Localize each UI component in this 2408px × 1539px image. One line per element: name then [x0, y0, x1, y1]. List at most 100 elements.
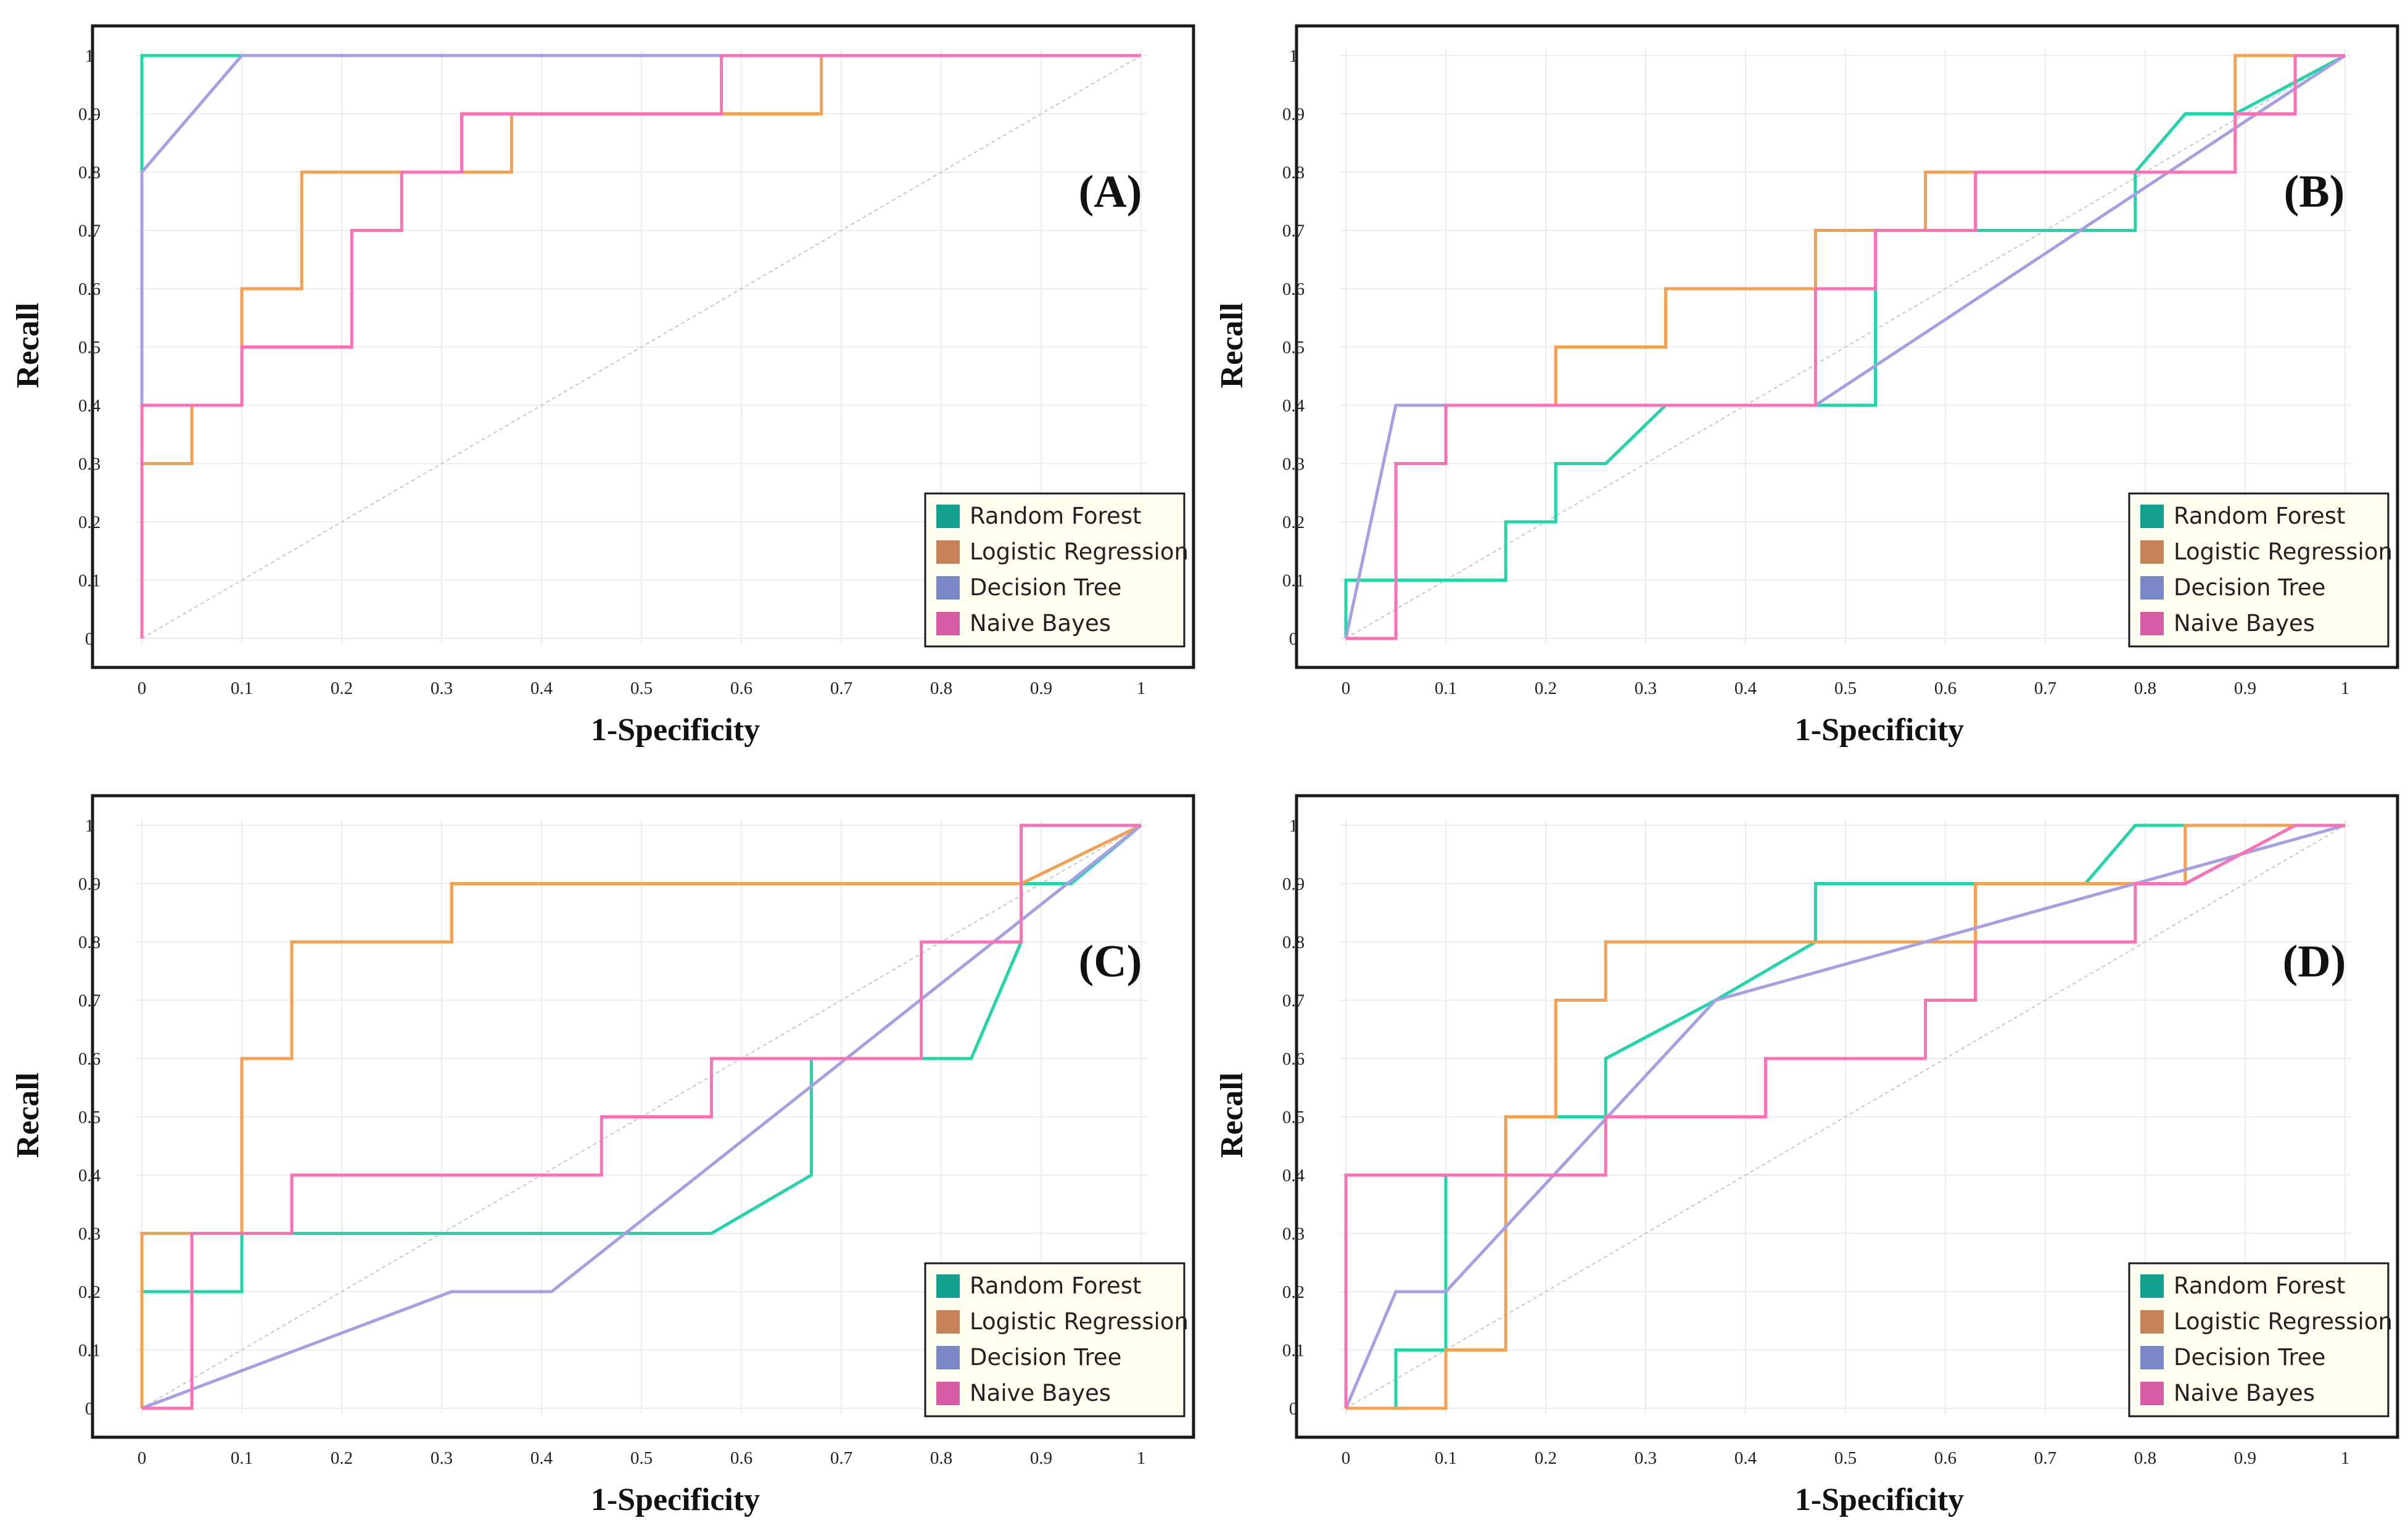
y-tick-label: 0.6: [78, 1049, 101, 1069]
x-tick-label: 0.4: [1734, 679, 1757, 698]
x-tick-label: 0.2: [331, 679, 353, 698]
y-tick-label: 0.1: [1282, 571, 1305, 591]
x-tick-label: 0.1: [1435, 1448, 1457, 1468]
x-tick-label: 0.6: [730, 1448, 752, 1468]
y-tick-label: 0.8: [78, 933, 101, 952]
x-tick-label: 0: [1342, 1448, 1351, 1468]
chance-diagonal-line: [1345, 55, 2346, 639]
legend-swatch-naive-bayes: [2140, 612, 2164, 635]
x-tick-label: 0: [138, 679, 147, 698]
legend-box: [2128, 1262, 2389, 1417]
legend-swatch-naive-bayes: [936, 612, 960, 635]
y-tick-label: 0.5: [1282, 1108, 1305, 1128]
y-tick-label: 0.9: [1282, 105, 1305, 125]
y-tick-label: 0.2: [1282, 1282, 1305, 1302]
panel-label: (A): [1079, 167, 1142, 217]
legend-label-logistic-regression: Logistic Regression: [970, 538, 1189, 565]
x-tick-label: 0.6: [1934, 1448, 1956, 1468]
x-tick-label: 0.6: [1934, 679, 1956, 698]
x-tick-label: 0.3: [1635, 679, 1657, 698]
roc-curve-naive-bayes: [140, 54, 1141, 638]
legend-label-naive-bayes: Naive Bayes: [2174, 610, 2315, 637]
y-tick-label: 0.9: [78, 875, 101, 894]
x-tick-label: 0.7: [2034, 1448, 2056, 1468]
roc-curve-random-forest: [1344, 54, 2346, 638]
y-tick-label: 0.7: [78, 221, 101, 241]
y-tick-label: 0.5: [1282, 338, 1305, 358]
x-tick-label: 0: [138, 1448, 147, 1468]
y-tick-label: 0.2: [78, 1282, 101, 1302]
legend-swatch-naive-bayes: [2140, 1382, 2164, 1405]
y-tick-label: 0: [1289, 1399, 1298, 1419]
y-axis-label: Recall: [1214, 303, 1250, 389]
legend-label-naive-bayes: Naive Bayes: [970, 1380, 1111, 1406]
x-tick-label: 1: [1137, 679, 1146, 698]
x-tick-label: 0.9: [2234, 1448, 2256, 1468]
roc-panel-a: 0 0.1 0.2 0.3 0.4 0.5 0.6 0.7 0.8 0.9 1 0 0.1 0.2 0.3 0…: [0, 0, 1204, 770]
y-tick-label: 0.5: [78, 1108, 101, 1128]
roc-curve-naive-bayes: [142, 823, 1141, 1410]
y-axis-label: Recall: [1214, 1073, 1250, 1158]
y-tick-label: 0.3: [1282, 1224, 1305, 1244]
x-tick-label: 1: [2341, 1448, 2350, 1468]
y-tick-label: 0.3: [1282, 455, 1305, 474]
x-tick-label: 0.5: [1834, 679, 1857, 698]
y-tick-label: 0.4: [78, 1166, 101, 1186]
y-tick-label: 0.5: [78, 338, 101, 358]
legend-swatch-logistic-regression: [936, 1310, 960, 1334]
roc-curve-random-forest: [140, 824, 1142, 1408]
y-tick-label: 1: [1289, 816, 1298, 836]
legend-swatch-random-forest: [2140, 505, 2164, 528]
legend-label-decision-tree: Decision Tree: [970, 574, 1121, 601]
y-tick-label: 0.9: [1282, 875, 1305, 894]
y-tick-label: 0.1: [78, 571, 101, 591]
x-axis-label: 1-Specificity: [1795, 712, 1964, 748]
x-tick-label: 0.3: [431, 1448, 453, 1468]
y-axis-label: Recall: [10, 303, 46, 389]
x-tick-label: 1: [2341, 679, 2350, 698]
x-tick-label: 0.1: [231, 1448, 253, 1468]
legend: Random Forest Logistic Regression Decision…: [2128, 492, 2393, 648]
legend-swatch-logistic-regression: [2140, 1310, 2164, 1334]
roc-panel-c: 0 0.1 0.2 0.3 0.4 0.5 0.6 0.7 0.8 0.9 1 0 0.1 0.2 0.3 0…: [0, 770, 1204, 1539]
roc-chart-b: 0 0.1 0.2 0.3 0.4 0.5 0.6 0.7 0.8 0.9 1 0 0.1 0.2 0.3 0…: [1214, 24, 2399, 748]
roc-panel-b: 0 0.1 0.2 0.3 0.4 0.5 0.6 0.7 0.8 0.9 1 0 0.1 0.2 0.3 0…: [1204, 0, 2408, 770]
x-tick-label: 0.2: [331, 1448, 353, 1468]
y-tick-label: 0.4: [1282, 396, 1305, 416]
x-tick-label: 0.2: [1535, 679, 1557, 698]
roc-chart-d: 0 0.1 0.2 0.3 0.4 0.5 0.6 0.7 0.8 0.9 1 0 0.1 0.2 0.3 0…: [1214, 794, 2399, 1517]
x-tick-label: 0.7: [2034, 679, 2056, 698]
legend-swatch-logistic-regression: [2140, 540, 2164, 564]
y-tick-label: 0.6: [1282, 1049, 1305, 1069]
legend-label-naive-bayes: Naive Bayes: [2174, 1380, 2315, 1406]
x-tick-label: 0.8: [2134, 679, 2156, 698]
roc-curve-naive-bayes: [1346, 54, 2345, 640]
x-axis-label: 1-Specificity: [591, 712, 760, 748]
y-tick-label: 0.6: [78, 279, 101, 299]
legend-label-random-forest: Random Forest: [2174, 503, 2346, 529]
legend-label-logistic-regression: Logistic Regression: [970, 1308, 1189, 1335]
x-tick-label: 0.2: [1535, 1448, 1557, 1468]
x-tick-label: 0.4: [530, 679, 553, 698]
y-tick-label: 0.8: [1282, 933, 1305, 952]
legend-label-random-forest: Random Forest: [970, 1273, 1142, 1299]
legend-swatch-decision-tree: [2140, 1346, 2164, 1369]
legend-label-decision-tree: Decision Tree: [970, 1344, 1121, 1371]
panel-label: (C): [1079, 936, 1142, 987]
y-tick-label: 0.4: [78, 396, 101, 416]
legend-box: [2128, 492, 2389, 648]
x-tick-label: 0.8: [930, 679, 952, 698]
x-tick-label: 0.1: [231, 679, 253, 698]
y-tick-label: 0.2: [78, 513, 101, 532]
y-tick-label: 0.7: [1282, 221, 1305, 241]
x-tick-label: 0.8: [2134, 1448, 2156, 1468]
x-tick-label: 0.9: [2234, 679, 2256, 698]
legend-swatch-random-forest: [936, 1274, 960, 1298]
legend-label-logistic-regression: Logistic Regression: [2174, 1308, 2393, 1335]
x-tick-label: 0.4: [530, 1448, 553, 1468]
legend-swatch-naive-bayes: [936, 1382, 960, 1405]
y-axis-label: Recall: [10, 1073, 46, 1158]
roc-curve-logistic-regression: [140, 54, 1141, 638]
legend-box: [924, 1262, 1185, 1417]
legend-swatch-decision-tree: [936, 576, 960, 600]
